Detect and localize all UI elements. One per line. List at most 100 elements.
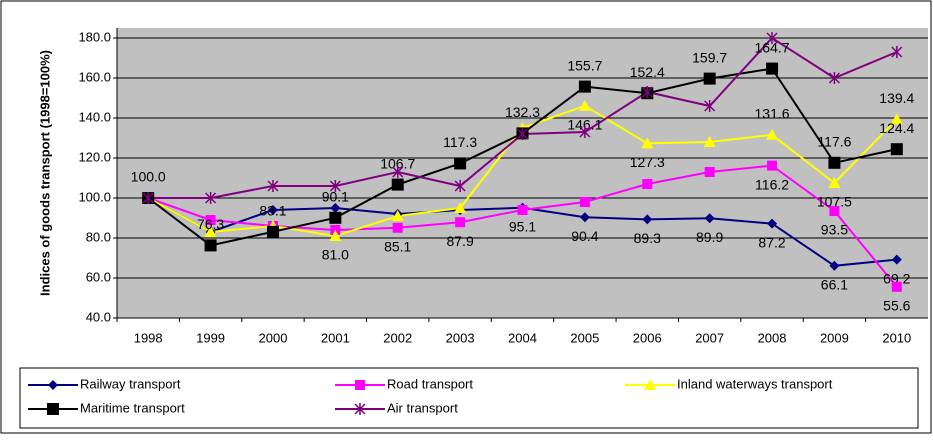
marker: [516, 128, 529, 140]
x-tick-label: 2001: [321, 330, 350, 345]
marker: [828, 156, 841, 169]
value-label: 131.6: [755, 106, 790, 122]
marker: [891, 281, 902, 292]
x-tick-label: 2010: [882, 330, 911, 345]
value-label: 69.2: [883, 270, 910, 286]
x-tick-label: 1998: [134, 330, 163, 345]
marker: [392, 166, 404, 178]
value-label: 87.9: [446, 233, 473, 249]
value-label: 83.1: [259, 203, 286, 219]
value-label: 152.4: [630, 64, 665, 80]
value-label: 90.1: [322, 189, 349, 205]
marker: [578, 80, 591, 93]
marker: [454, 202, 467, 213]
marker: [329, 211, 342, 224]
marker: [766, 32, 778, 44]
marker: [829, 206, 840, 216]
y-tick-label: 80.0: [86, 229, 111, 244]
value-label: 89.9: [696, 229, 723, 245]
marker: [205, 192, 217, 204]
value-label: 164.7: [755, 39, 790, 55]
value-label: 100.0: [131, 169, 166, 185]
y-tick-label: 120.0: [78, 149, 111, 164]
marker: [579, 212, 590, 223]
x-tick-label: 2006: [633, 330, 662, 345]
y-tick-label: 60.0: [86, 269, 111, 284]
value-label: 95.1: [509, 219, 536, 235]
value-label: 159.7: [692, 49, 727, 65]
marker: [644, 379, 656, 390]
marker: [766, 62, 779, 75]
marker: [142, 192, 154, 204]
value-label: 139.4: [879, 90, 914, 106]
marker: [391, 178, 404, 191]
value-label: 117.6: [817, 134, 851, 150]
marker: [890, 143, 903, 156]
marker: [579, 197, 590, 207]
marker: [267, 180, 279, 192]
legend-label: Road transport: [387, 376, 473, 391]
value-label: 107.5: [817, 194, 852, 210]
x-tick-label: 2005: [570, 330, 599, 345]
marker: [704, 167, 715, 177]
marker: [392, 222, 403, 233]
value-label: 81.0: [322, 247, 349, 263]
legend-label: Inland waterways transport: [677, 376, 833, 391]
marker: [704, 100, 716, 112]
value-label: 124.4: [879, 120, 914, 136]
legend-label: Maritime transport: [80, 400, 185, 415]
value-label: 146.1: [567, 117, 602, 133]
value-label: 116.2: [755, 176, 789, 192]
value-label: 155.7: [567, 57, 602, 73]
x-tick-label: 2002: [383, 330, 412, 345]
marker: [354, 403, 366, 415]
x-tick-label: 2000: [259, 330, 288, 345]
value-label: 127.3: [630, 154, 665, 170]
marker: [454, 157, 467, 170]
marker: [454, 180, 466, 192]
marker: [267, 205, 278, 215]
marker: [828, 72, 840, 84]
value-label: 106.7: [380, 155, 415, 171]
marker: [391, 210, 404, 221]
marker: [204, 226, 217, 237]
marker: [205, 215, 216, 225]
value-label: 89.3: [634, 230, 661, 246]
marker: [890, 113, 903, 125]
marker: [455, 217, 466, 228]
value-label: 87.2: [758, 234, 785, 250]
x-tick-label: 2008: [758, 330, 787, 345]
marker: [517, 205, 528, 215]
marker: [330, 203, 341, 213]
x-tick-label: 2004: [508, 330, 537, 345]
marker: [704, 213, 715, 224]
y-axis-title: Indices of goods transport (1998=100%): [37, 50, 52, 296]
marker: [266, 225, 279, 238]
y-tick-label: 100.0: [78, 189, 111, 204]
marker: [578, 99, 591, 111]
y-tick-label: 140.0: [78, 109, 111, 124]
marker: [766, 128, 779, 140]
y-tick-label: 160.0: [78, 69, 111, 84]
marker: [204, 239, 217, 252]
marker: [642, 214, 653, 225]
legend: [19, 367, 919, 429]
legend-label: Air transport: [387, 400, 458, 415]
value-label: 55.6: [883, 298, 910, 314]
value-label: 66.1: [821, 277, 848, 293]
marker: [641, 137, 654, 149]
marker: [329, 230, 342, 241]
plot-area: [117, 28, 928, 318]
marker: [579, 126, 591, 138]
y-tick-label: 40.0: [86, 309, 111, 324]
marker: [891, 254, 902, 265]
value-label: 117.3: [443, 134, 477, 150]
x-tick-label: 2007: [695, 330, 724, 345]
marker: [329, 180, 341, 192]
x-tick-label: 2003: [446, 330, 475, 345]
marker: [355, 380, 365, 390]
y-tick-label: 180.0: [78, 29, 111, 44]
marker: [48, 380, 58, 390]
